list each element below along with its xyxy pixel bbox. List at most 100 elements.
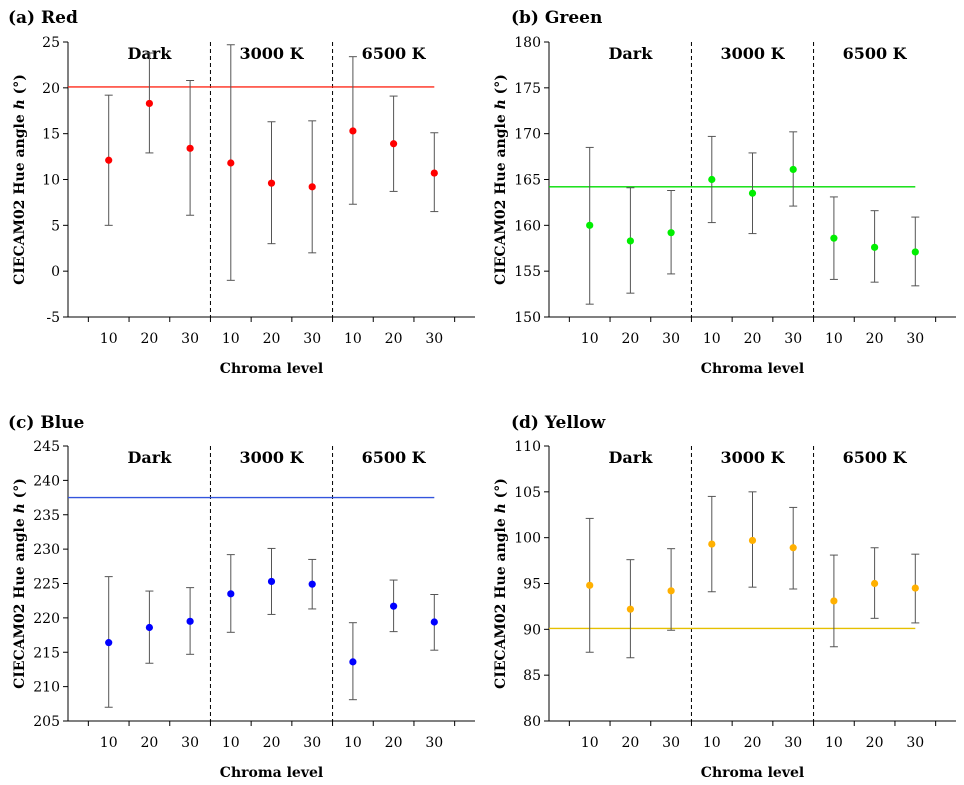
group-label: Dark: [128, 448, 173, 467]
data-point: [748, 189, 757, 197]
y-tick-label: 110: [514, 439, 541, 455]
data-point: [586, 221, 594, 229]
x-tick-label: 20: [621, 735, 639, 751]
y-tick-label: 95: [523, 577, 541, 593]
data-point: [308, 183, 316, 191]
data-point: [871, 579, 879, 588]
x-tick-label: 10: [703, 735, 721, 751]
x-tick-label: 30: [303, 735, 321, 751]
x-tick-label: 20: [263, 331, 281, 347]
data-point: [390, 140, 398, 148]
group-label: 6500 K: [362, 44, 427, 63]
chart-panel-4: (d) Yellow 80 85 90 95 100 105 110 10 20 30 10 20 30 1…: [493, 413, 956, 781]
y-tick-label: 240: [33, 473, 60, 489]
data-point: [349, 658, 357, 666]
data-point: [911, 584, 919, 592]
x-tick-label: 20: [744, 331, 762, 347]
y-tick-label: 155: [514, 264, 541, 280]
x-tick-label: 10: [100, 735, 118, 751]
y-tick-label: 215: [33, 645, 60, 661]
x-tick-label: 30: [906, 331, 924, 347]
x-axis-title: Chroma level: [701, 361, 804, 377]
data-point: [227, 590, 235, 598]
y-tick-label: 85: [523, 668, 541, 684]
data-point: [267, 179, 276, 187]
y-tick-label: 20: [42, 81, 60, 97]
data-point: [708, 540, 716, 548]
x-tick-label: 30: [662, 331, 680, 347]
y-tick-label: 80: [523, 714, 541, 730]
x-axis-title: Chroma level: [220, 765, 323, 781]
y-axis-title: CIECAM02 Hue angle h (°): [12, 478, 28, 689]
y-axis-title-text: CIECAM02 Hue angle: [493, 109, 509, 285]
data-point: [667, 229, 675, 237]
x-tick-label: 20: [385, 331, 403, 347]
y-tick-label: 210: [33, 680, 60, 696]
x-tick-label: 10: [222, 331, 240, 347]
data-point: [430, 169, 438, 177]
y-tick-label: 220: [33, 611, 60, 627]
x-axis-title: Chroma level: [701, 765, 804, 781]
data-point: [626, 237, 635, 245]
data-point: [186, 617, 194, 625]
y-tick-label: 180: [514, 35, 541, 51]
y-axis-title-symbol: h: [493, 99, 509, 109]
x-tick-label: 30: [425, 735, 443, 751]
x-tick-label: 20: [866, 331, 884, 347]
x-tick-label: 10: [581, 331, 599, 347]
y-tick-label: 235: [33, 508, 60, 524]
y-tick-label: 150: [514, 310, 541, 326]
y-tick-label: 15: [42, 127, 60, 143]
group-label: Dark: [609, 44, 654, 63]
y-axis-title-unit: (°): [12, 478, 28, 503]
panel-title: (c) Blue: [8, 413, 85, 433]
data-point: [105, 639, 113, 647]
y-tick-label: 225: [33, 577, 60, 593]
x-tick-label: 10: [581, 735, 599, 751]
chart-panel-2: (b) Green 150 155 160 165 170 175 180 10 20 30 10 20…: [493, 8, 956, 377]
y-axis-title-text: CIECAM02 Hue angle: [12, 109, 28, 285]
y-tick-label: 160: [514, 218, 541, 234]
data-point: [748, 536, 757, 545]
group-label: Dark: [609, 448, 654, 467]
group-label: 3000 K: [239, 44, 304, 63]
data-point: [105, 156, 113, 164]
x-tick-label: 20: [621, 331, 639, 347]
x-tick-label: 20: [866, 735, 884, 751]
x-tick-label: 30: [181, 331, 199, 347]
y-tick-label: 165: [514, 173, 541, 189]
chart-panel-1: (a) Red-50510152025102030102030102030Dar…: [8, 8, 475, 377]
y-axis-title-unit: (°): [493, 74, 509, 99]
chart-panel-3: (c) Blue 205 210 215 220 225 230 235 240 245 10 20 3…: [8, 413, 475, 781]
data-point: [227, 159, 235, 167]
x-tick-label: 10: [703, 331, 721, 347]
y-axis-title: CIECAM02 Hue angle h (°): [493, 478, 509, 689]
data-point: [145, 99, 153, 108]
data-point: [708, 175, 716, 184]
x-tick-label: 20: [140, 735, 158, 751]
data-point: [267, 577, 276, 586]
x-tick-label: 20: [744, 735, 762, 751]
data-point: [390, 602, 398, 610]
x-tick-label: 30: [784, 735, 802, 751]
x-tick-label: 10: [344, 331, 362, 347]
x-tick-label: 20: [140, 331, 158, 347]
y-tick-label: 100: [514, 531, 541, 547]
panel-title: (b) Green: [511, 8, 602, 28]
data-point: [586, 581, 594, 589]
y-tick-label: 205: [33, 714, 60, 730]
x-tick-label: 20: [385, 735, 403, 751]
data-point: [789, 544, 797, 552]
data-point: [667, 587, 675, 595]
group-label: 6500 K: [362, 448, 427, 467]
group-label: 3000 K: [720, 448, 785, 467]
data-point: [871, 243, 879, 251]
group-label: 6500 K: [843, 448, 908, 467]
x-tick-label: 10: [825, 331, 843, 347]
y-axis-title-text: CIECAM02 Hue angle: [12, 513, 28, 689]
y-tick-label: 170: [514, 127, 541, 143]
data-point: [789, 165, 797, 174]
data-point: [349, 127, 357, 135]
y-tick-label: 90: [523, 622, 541, 638]
x-tick-label: 30: [662, 735, 680, 751]
